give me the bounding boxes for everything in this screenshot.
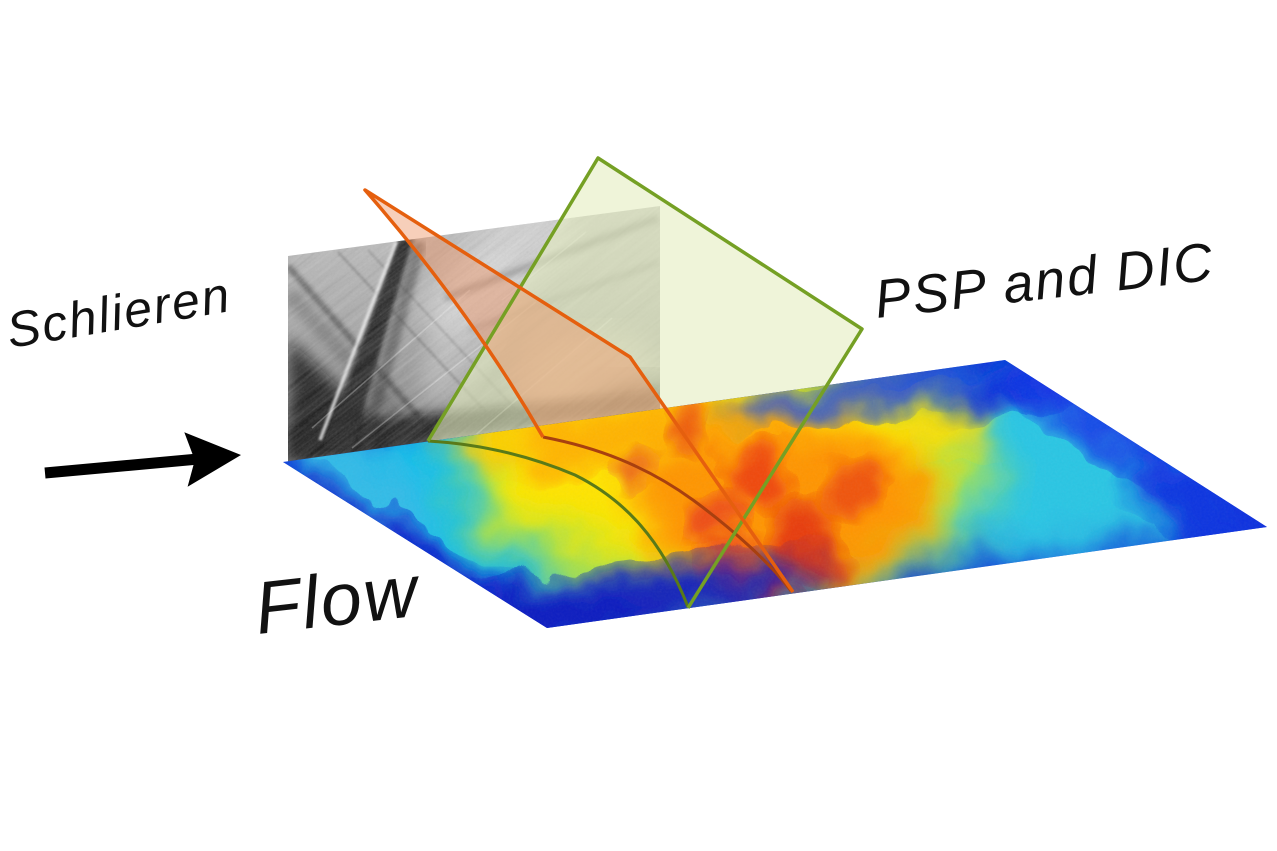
flow-label: Flow — [250, 549, 425, 650]
shock-cone-plane-outline — [363, 188, 795, 593]
shock-cone-surface-trace — [542, 435, 793, 592]
flow-arrow-icon — [44, 432, 241, 487]
psp-dic-plane-outline — [426, 156, 864, 609]
psp-plane-surface-trace — [427, 439, 690, 608]
